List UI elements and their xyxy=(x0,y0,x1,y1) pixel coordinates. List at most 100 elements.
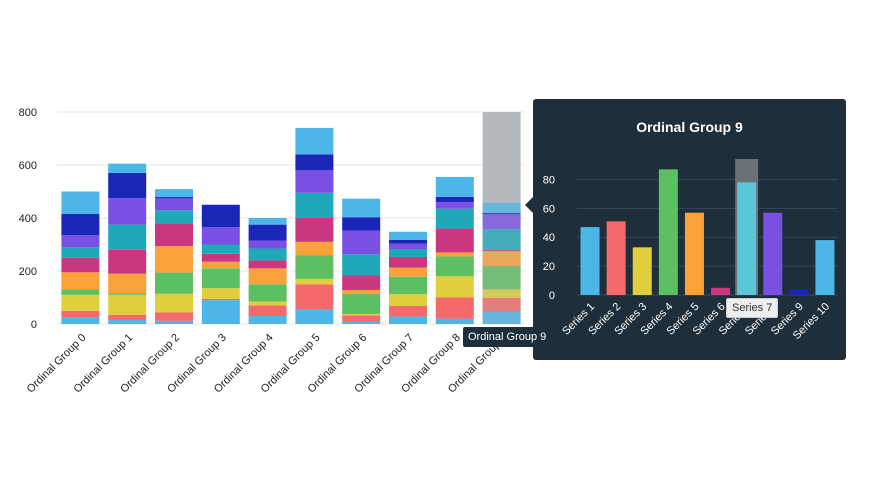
bar-segment-series-1[interactable] xyxy=(108,320,147,324)
bar-segment-series-5[interactable] xyxy=(295,241,334,256)
bar-segment-series-1[interactable] xyxy=(435,318,474,324)
bar-segment-series-10[interactable] xyxy=(248,218,287,225)
bar-segment-series-10[interactable] xyxy=(295,127,334,155)
bar-segment-series-2[interactable] xyxy=(201,298,240,301)
bar-stack-ordinal-group-3[interactable] xyxy=(201,204,240,324)
bar-segment-series-6[interactable] xyxy=(482,249,521,252)
bar-segment-series-9[interactable] xyxy=(435,196,474,203)
bar-segment-series-7[interactable] xyxy=(155,210,193,224)
bar-stack-ordinal-group-5[interactable] xyxy=(295,127,334,324)
bar-segment-series-9[interactable] xyxy=(342,217,381,231)
bar-segment-series-2[interactable] xyxy=(342,315,381,322)
bar-segment-series-7[interactable] xyxy=(482,229,521,250)
bar-segment-series-9[interactable] xyxy=(389,239,427,244)
bar-segment-series-9[interactable] xyxy=(248,224,287,241)
bar-segment-series-8[interactable] xyxy=(435,202,474,209)
bar-segment-series-8[interactable] xyxy=(108,198,147,225)
bar-segment-series-1[interactable] xyxy=(248,316,287,324)
bar-stack-ordinal-group-9[interactable] xyxy=(482,202,521,324)
bar-segment-series-7[interactable] xyxy=(389,249,427,257)
bar-segment-series-10[interactable] xyxy=(342,198,381,218)
bar-segment-series-8[interactable] xyxy=(248,240,287,249)
bar-segment-series-2[interactable] xyxy=(295,284,334,310)
bar-segment-series-4[interactable] xyxy=(435,256,474,277)
bar-segment-series-3[interactable] xyxy=(482,289,521,299)
bar-stack-ordinal-group-1[interactable] xyxy=(108,163,147,324)
bar-segment-series-6[interactable] xyxy=(201,253,240,262)
bar-segment-series-2[interactable] xyxy=(435,297,474,319)
bar-segment-series-4[interactable] xyxy=(61,289,100,295)
bar-segment-series-2[interactable] xyxy=(108,314,147,321)
bar-segment-series-8[interactable] xyxy=(295,170,334,193)
bar-segment-series-5[interactable] xyxy=(61,272,100,290)
bar-segment-series-4[interactable] xyxy=(482,266,521,290)
bar-segment-series-4[interactable] xyxy=(108,293,147,295)
tooltip-bar-series-2[interactable] xyxy=(606,221,626,295)
bar-segment-series-3[interactable] xyxy=(108,294,147,315)
bar-segment-series-3[interactable] xyxy=(342,313,381,316)
bar-segment-series-2[interactable] xyxy=(248,305,287,317)
bar-segment-series-3[interactable] xyxy=(389,294,427,306)
bar-segment-series-5[interactable] xyxy=(389,267,427,277)
bar-segment-series-5[interactable] xyxy=(342,290,381,295)
tooltip-bar-series-6[interactable] xyxy=(711,287,731,295)
bar-segment-series-8[interactable] xyxy=(342,230,381,255)
bar-segment-series-5[interactable] xyxy=(201,261,240,269)
bar-segment-series-9[interactable] xyxy=(201,204,240,228)
bar-segment-series-1[interactable] xyxy=(342,321,381,324)
bar-segment-series-4[interactable] xyxy=(342,294,381,314)
bar-segment-series-6[interactable] xyxy=(108,249,147,274)
bar-segment-series-6[interactable] xyxy=(295,218,334,242)
bar-segment-series-4[interactable] xyxy=(201,268,240,289)
bar-segment-series-7[interactable] xyxy=(342,254,381,276)
bar-segment-series-9[interactable] xyxy=(482,212,521,215)
bar-segment-series-5[interactable] xyxy=(248,268,287,285)
bar-segment-series-3[interactable] xyxy=(435,276,474,298)
bar-segment-series-6[interactable] xyxy=(389,256,427,268)
bar-segment-series-9[interactable] xyxy=(155,197,193,199)
bar-segment-series-2[interactable] xyxy=(482,298,521,312)
bar-segment-series-6[interactable] xyxy=(61,257,100,273)
bar-stack-ordinal-group-6[interactable] xyxy=(342,198,381,324)
bar-segment-series-6[interactable] xyxy=(248,260,287,269)
bar-segment-series-7[interactable] xyxy=(108,224,147,250)
bar-stack-ordinal-group-4[interactable] xyxy=(248,218,287,324)
bar-segment-series-1[interactable] xyxy=(295,309,334,324)
bar-segment-series-4[interactable] xyxy=(248,284,287,302)
bar-segment-series-10[interactable] xyxy=(389,231,427,240)
bar-segment-series-7[interactable] xyxy=(248,248,287,261)
tooltip-bar-series-1[interactable] xyxy=(580,227,600,295)
bar-segment-series-1[interactable] xyxy=(201,300,240,324)
bar-segment-series-2[interactable] xyxy=(389,305,427,317)
bar-segment-series-7[interactable] xyxy=(201,244,240,254)
bar-segment-series-6[interactable] xyxy=(435,228,474,253)
bar-segment-series-3[interactable] xyxy=(155,293,193,313)
bar-segment-series-4[interactable] xyxy=(389,276,427,295)
bar-stack-ordinal-group-0[interactable] xyxy=(61,191,100,325)
bar-segment-series-9[interactable] xyxy=(108,172,147,199)
tooltip-bar-series-9[interactable] xyxy=(789,289,809,295)
bar-segment-series-10[interactable] xyxy=(108,163,147,173)
bar-stack-ordinal-group-8[interactable] xyxy=(435,176,474,324)
bar-segment-series-1[interactable] xyxy=(389,316,427,324)
bar-segment-series-8[interactable] xyxy=(155,198,193,211)
bar-segment-series-2[interactable] xyxy=(61,310,100,318)
tooltip-bar-series-3[interactable] xyxy=(632,247,652,295)
bar-segment-series-8[interactable] xyxy=(201,227,240,245)
bar-segment-series-6[interactable] xyxy=(155,223,193,247)
bar-segment-series-4[interactable] xyxy=(155,272,193,294)
bar-segment-series-9[interactable] xyxy=(295,154,334,171)
bar-segment-series-7[interactable] xyxy=(61,247,100,258)
bar-segment-series-3[interactable] xyxy=(61,294,100,311)
bar-segment-series-1[interactable] xyxy=(61,317,100,324)
tooltip-bar-series-5[interactable] xyxy=(684,212,704,295)
bar-segment-series-3[interactable] xyxy=(248,301,287,306)
bar-segment-series-10[interactable] xyxy=(435,176,474,197)
bar-segment-series-8[interactable] xyxy=(389,243,427,250)
bar-stack-ordinal-group-2[interactable] xyxy=(155,189,193,324)
bar-segment-series-1[interactable] xyxy=(482,311,521,324)
bar-segment-series-8[interactable] xyxy=(61,235,100,248)
bar-segment-series-2[interactable] xyxy=(155,312,193,321)
bar-segment-series-3[interactable] xyxy=(201,288,240,299)
bar-segment-series-7[interactable] xyxy=(295,192,334,218)
